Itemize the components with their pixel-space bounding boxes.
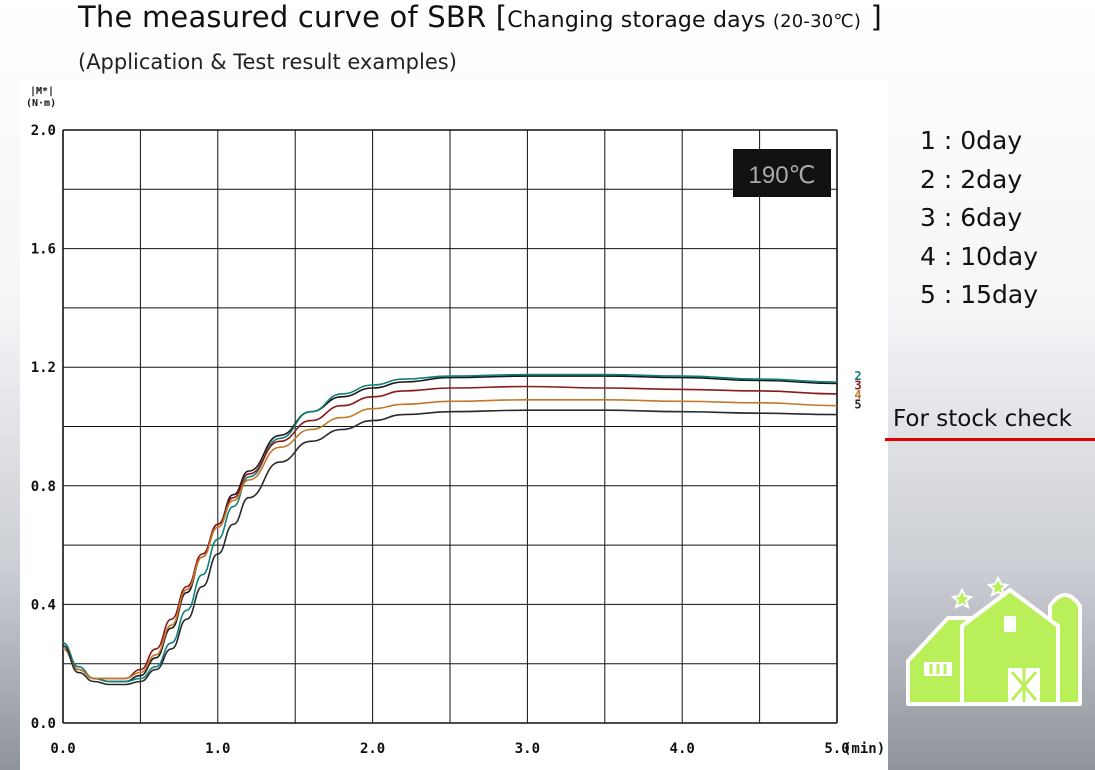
x-tick-label: 4.0 (670, 741, 695, 757)
legend-item: 1 : 0day (920, 126, 1023, 155)
y-tick-label: 0.8 (31, 479, 56, 495)
page-subtitle: (Application & Test result examples) (78, 50, 457, 74)
title-bracket-temp: (20-30℃) (772, 11, 862, 32)
x-tick-label: 1.0 (205, 741, 230, 757)
title-bracket-close: ] (861, 0, 883, 34)
title-bracket-text: Changing storage days (507, 8, 773, 33)
chart-grid (62, 129, 838, 724)
legend: 1 : 0day 2 : 2day 3 : 6day 4 : 10day 5 :… (920, 122, 1038, 315)
x-tick-label: 2.0 (360, 741, 385, 757)
x-tick-label: 3.0 (515, 741, 540, 757)
series-line-2 (62, 373, 838, 683)
y-tick-label: 1.6 (31, 242, 56, 258)
title-bracket-open: [ (495, 0, 508, 34)
y-tick-label: 1.2 (31, 360, 56, 376)
x-tick-label: 0.0 (50, 741, 75, 757)
legend-item: 3 : 6day (920, 203, 1023, 233)
y-axis-label-line2: (N·m) (26, 98, 56, 109)
legend-item: 4 : 10day (920, 241, 1039, 271)
y-tick-label: 0.4 (31, 597, 56, 613)
y-axis-label-line1: |M*| (30, 86, 54, 97)
page-title: The measured curve of SBR [Changing stor… (78, 0, 882, 34)
temperature-badge: 190℃ (749, 162, 816, 189)
x-tick-label: 5.0 (824, 741, 849, 757)
stock-check-label: For stock check (885, 403, 1095, 441)
series-end-label: 4 (854, 388, 861, 402)
series-end-label: 2 (854, 369, 861, 383)
title-main: The measured curve of SBR (78, 0, 496, 34)
temperature-badge-bg (733, 149, 831, 197)
legend-item: 2 : 2day (920, 164, 1023, 194)
y-tick-label: 2.0 (31, 123, 56, 139)
barn-icon (900, 575, 1090, 711)
series-end-label: 5 (854, 398, 861, 412)
legend-item: 5 : 15day (920, 280, 1039, 310)
series-line-4 (62, 398, 838, 680)
chart-series (62, 373, 838, 686)
series-line-5 (62, 409, 838, 686)
y-tick-label: 0.0 (31, 716, 56, 732)
chart-ticks: 0.0 0.4 0.8 1.2 1.6 2.0 0.0 1.0 2.0 3.0 4.0 5.0 (31, 123, 850, 757)
series-end-label: 3 (854, 379, 861, 393)
x-axis-unit: (min) (843, 741, 885, 757)
